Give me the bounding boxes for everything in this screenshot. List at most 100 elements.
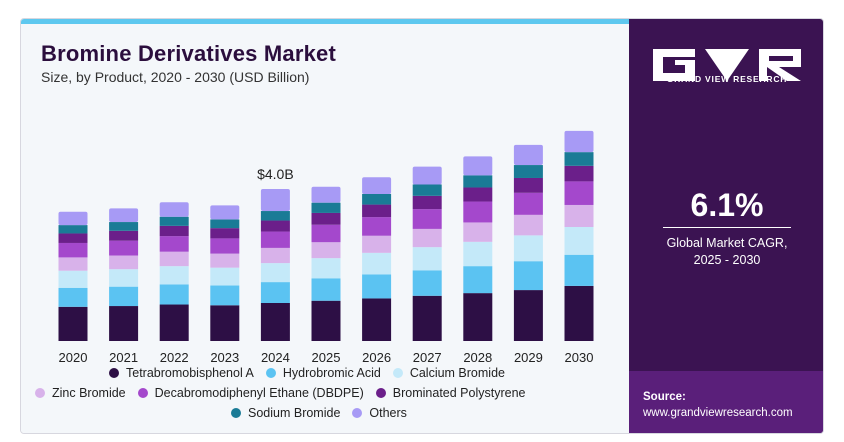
cagr-value: 6.1% <box>690 187 764 223</box>
legend-item: Hydrobromic Acid <box>265 366 381 380</box>
bar-segment <box>564 165 594 182</box>
bar-segment <box>513 214 543 236</box>
stats-sidebar: GRAND VIEW RESEARCH 6.1% Global Market C… <box>629 19 823 433</box>
bar-segment <box>159 304 189 341</box>
cagr-divider <box>663 227 791 228</box>
x-tick-label: 2028 <box>463 350 492 365</box>
bar-segment <box>564 204 594 227</box>
source-link[interactable]: www.grandviewresearch.com <box>643 407 793 419</box>
bar-segment <box>210 219 240 229</box>
bar-segment <box>463 187 493 202</box>
bar-segment <box>412 295 442 341</box>
legend-row: Zinc Bromide Decabromodiphenyl Ethane (DB… <box>35 386 525 400</box>
bar-segment <box>58 306 88 341</box>
gvr-logo-icon <box>653 49 801 81</box>
bar-segment <box>260 303 290 341</box>
bar-segment <box>362 193 392 205</box>
bar-segment <box>159 236 189 252</box>
bar-segment <box>513 192 543 215</box>
legend-item: Sodium Bromide <box>231 406 340 420</box>
bar-segment <box>412 166 442 185</box>
bar-segment <box>311 186 341 203</box>
bar-segment <box>260 189 290 212</box>
bar-stack-2022 <box>159 202 189 341</box>
legend-swatch <box>265 368 276 378</box>
bar-segment <box>412 270 442 296</box>
brand-name: GRAND VIEW RESEARCH <box>666 74 788 84</box>
legend-item: Tetrabromobisphenol A <box>109 366 254 380</box>
bar-segment <box>58 233 88 243</box>
bar-segment <box>513 290 543 341</box>
bar-segment <box>109 230 139 241</box>
legend-item: Decabromodiphenyl Ethane (DBDPE) <box>137 386 364 400</box>
bar-segment <box>109 255 139 270</box>
chart-subtitle: Size, by Product, 2020 - 2030 (USD Billi… <box>41 69 310 85</box>
bar-segment <box>260 231 290 248</box>
legend-swatch <box>375 388 386 398</box>
bar-segment <box>58 242 88 258</box>
stacked-bar-chart: 2020 2021 2022 2023 2024 $4.0B 2025 2026 2027 202… <box>58 130 594 365</box>
legend-label: Others <box>369 406 407 420</box>
bar-segment <box>513 177 543 193</box>
bar-segment <box>260 247 290 264</box>
bar-segment <box>513 165 543 178</box>
bar-stack-2030 <box>564 130 594 341</box>
source-box: Source: www.grandviewresearch.com <box>629 371 823 433</box>
bar-segment <box>210 228 240 239</box>
legend-label: Tetrabromobisphenol A <box>126 366 254 380</box>
x-tick-label: 2025 <box>312 350 341 365</box>
legend-swatch <box>392 368 403 378</box>
bar-segment <box>159 266 189 285</box>
data-label: $4.0B <box>257 166 294 182</box>
infographic-card: Bromine Derivatives Market Size, by Prod… <box>20 18 824 434</box>
x-tick-label: 2027 <box>413 350 442 365</box>
legend-swatch <box>352 408 363 418</box>
bar-segment <box>58 270 88 288</box>
legend-label: Zinc Bromide <box>52 386 126 400</box>
bar-segment <box>210 267 240 286</box>
legend-item: Others <box>352 406 407 420</box>
bar-segment <box>109 222 139 231</box>
x-tick-label: 2024 <box>261 350 290 365</box>
bar-segment <box>311 278 341 301</box>
bar-stack-2020 <box>58 211 88 341</box>
legend-label: Decabromodiphenyl Ethane (DBDPE) <box>154 386 364 400</box>
bar-stack-2026 <box>362 177 392 341</box>
bar-segment <box>463 222 493 242</box>
bar-segment <box>210 238 240 254</box>
bar-segment <box>159 202 189 217</box>
bar-segment <box>513 261 543 291</box>
chart-panel: Bromine Derivatives Market Size, by Prod… <box>21 19 629 433</box>
bar-segment <box>412 247 442 271</box>
source-label: Source: <box>643 391 686 403</box>
bar-segment <box>463 266 493 294</box>
x-tick-label: 2023 <box>210 350 239 365</box>
legend-swatch <box>231 408 241 418</box>
bar-segment <box>159 225 189 237</box>
bar-segment <box>412 209 442 229</box>
legend-label: Sodium Bromide <box>248 406 341 420</box>
accent-bar <box>21 19 629 24</box>
legend-swatch <box>109 368 119 378</box>
bar-segment <box>362 252 392 275</box>
bar-segment <box>58 257 88 271</box>
bar-segment <box>412 184 442 196</box>
bar-stack-2029 <box>513 144 543 341</box>
bar-stack-2025 <box>311 186 341 341</box>
bar-segment <box>58 225 88 234</box>
bar-segment <box>210 285 240 306</box>
legend-swatch <box>35 388 45 398</box>
bar-segment <box>362 235 392 253</box>
bar-segment <box>260 282 290 303</box>
bar-segment <box>159 216 189 226</box>
bar-segment <box>513 235 543 262</box>
bar-segment <box>564 181 594 205</box>
legend-label: Calcium Bromide <box>409 366 505 380</box>
bar-segment <box>564 130 594 153</box>
bar-stack-2028 <box>463 156 493 341</box>
legend-label: Brominated Polystyrene <box>392 386 526 400</box>
bar-segment <box>362 298 392 341</box>
cagr-label-line1: Global Market CAGR, <box>666 236 788 250</box>
bar-segment <box>311 242 341 259</box>
bar-segment <box>311 224 341 243</box>
